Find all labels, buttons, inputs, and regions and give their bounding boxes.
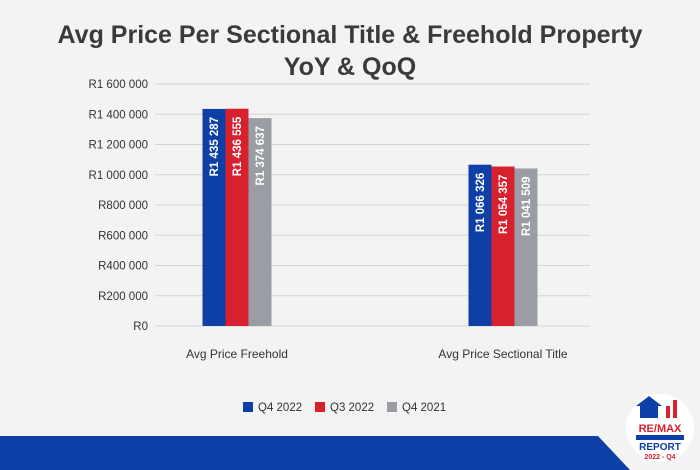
y-tick-label: R200 000 bbox=[98, 291, 148, 303]
data-label: R1 436 555 bbox=[232, 116, 244, 176]
bar bbox=[491, 166, 515, 326]
y-tick-label: R1 600 000 bbox=[89, 79, 148, 91]
y-tick-label: R1 000 000 bbox=[89, 170, 148, 182]
y-tick-label: R400 000 bbox=[98, 261, 148, 273]
legend-swatch bbox=[387, 402, 397, 412]
bar bbox=[225, 108, 249, 326]
legend-label: Q4 2021 bbox=[402, 402, 446, 414]
bar bbox=[468, 164, 492, 326]
footer-band bbox=[0, 436, 630, 470]
chart-title: Avg Price Per Sectional Title & Freehold… bbox=[57, 21, 643, 49]
legend-swatch bbox=[243, 402, 253, 412]
svg-text:REPORT: REPORT bbox=[639, 442, 681, 453]
data-label: R1 435 287 bbox=[209, 117, 221, 176]
data-label: R1 054 357 bbox=[498, 175, 510, 234]
legend-label: Q3 2022 bbox=[330, 402, 374, 414]
x-tick-label: Avg Price Freehold bbox=[186, 347, 288, 361]
y-tick-label: R1 400 000 bbox=[89, 109, 148, 121]
bar bbox=[514, 168, 538, 326]
legend-label: Q4 2022 bbox=[258, 402, 302, 414]
y-tick-label: R600 000 bbox=[98, 230, 148, 242]
chart-subtitle: YoY & QoQ bbox=[283, 53, 417, 81]
data-label: R1 066 326 bbox=[475, 173, 487, 232]
bar bbox=[248, 118, 272, 326]
y-tick-label: R800 000 bbox=[98, 200, 148, 212]
x-tick-label: Avg Price Sectional Title bbox=[438, 347, 568, 361]
svg-text:RE/MAX: RE/MAX bbox=[639, 423, 682, 435]
y-tick-label: R0 bbox=[133, 321, 148, 333]
remax-logo: RE/MAX REPORT 2022 - Q4 bbox=[626, 394, 694, 462]
data-label: R1 374 637 bbox=[255, 126, 267, 185]
data-label: R1 041 509 bbox=[521, 176, 533, 235]
y-tick-label: R1 200 000 bbox=[89, 140, 148, 152]
svg-text:2022 - Q4: 2022 - Q4 bbox=[644, 454, 675, 461]
bar bbox=[202, 108, 226, 326]
legend-swatch bbox=[315, 402, 325, 412]
